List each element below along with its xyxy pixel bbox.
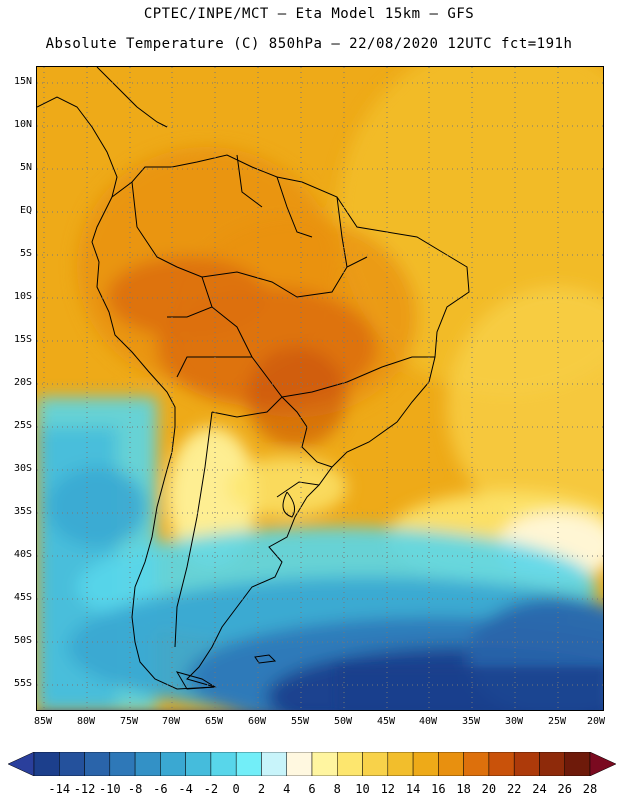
colorbar-swatch (261, 752, 287, 776)
colorbar-tick-label: 28 (582, 782, 598, 796)
colorbar-swatch (539, 752, 565, 776)
lon-label-25w: 25W (547, 716, 567, 727)
colorbar-swatch (513, 752, 540, 776)
lat-label-10s: 10S (13, 291, 32, 302)
lat-label-55s: 55S (13, 678, 32, 689)
lon-label-70w: 70W (161, 716, 181, 727)
colorbar-tick-label: 20 (481, 782, 497, 796)
lat-label-20s: 20S (13, 377, 32, 388)
colorbar-swatch (84, 752, 111, 776)
lon-label-85w: 85W (33, 716, 53, 727)
colorbar-swatch (33, 752, 60, 776)
lon-label-50w: 50W (333, 716, 353, 727)
lon-label-40w: 40W (418, 716, 438, 727)
lon-label-65w: 65W (204, 716, 224, 727)
colorbar-swatch (488, 752, 515, 776)
colorbar-over-arrow (589, 752, 616, 776)
lon-label-35w: 35W (461, 716, 481, 727)
colorbar-tick-label: 26 (557, 782, 572, 796)
colorbar-swatch (185, 752, 212, 776)
colorbar-tick-label: 10 (355, 782, 370, 796)
lon-label-60w: 60W (247, 716, 267, 727)
colorbar-swatch (387, 752, 414, 776)
colorbar-tick-label: -2 (203, 782, 219, 796)
colorbar-tick-label: 8 (333, 782, 341, 796)
colorbar-swatch (362, 752, 389, 776)
colorbar-swatch (311, 752, 338, 776)
colorbar-swatch (564, 752, 591, 776)
colorbar-tick-label: -10 (98, 782, 121, 796)
colorbar-tick-label: -12 (73, 782, 96, 796)
lon-label-80w: 80W (76, 716, 96, 727)
lon-label-75w: 75W (119, 716, 139, 727)
temperature-field (37, 67, 603, 710)
colorbar-swatch (412, 752, 439, 776)
lat-label-10n: 10N (13, 119, 32, 130)
colorbar-tick-label: -14 (48, 782, 71, 796)
colorbar-tick-label: 18 (456, 782, 471, 796)
lon-label-45w: 45W (376, 716, 396, 727)
colorbar-swatch (134, 752, 161, 776)
map-title-line-2: Absolute Temperature (C) 850hPa – 22/08/… (45, 36, 573, 52)
colorbar-swatch (59, 752, 85, 776)
temperature-shading (37, 67, 603, 710)
colorbar-swatch (337, 752, 363, 776)
colorbar-swatch (286, 752, 313, 776)
lat-label-25s: 25S (13, 420, 32, 431)
lat-label-50s: 50S (13, 635, 32, 646)
lon-label-30w: 30W (504, 716, 524, 727)
coastal-shading (337, 667, 603, 710)
lon-label-55w: 55W (290, 716, 310, 727)
map-title-line-1: CPTEC/INPE/MCT – Eta Model 15km – GFS (143, 6, 475, 22)
colorbar-tick-label: -4 (178, 782, 193, 796)
colorbar-tick-label: 2 (257, 782, 266, 796)
colorbar-swatch (438, 752, 464, 776)
lat-label-eq: EQ (19, 205, 32, 216)
colorbar-tick-label: 4 (283, 782, 291, 796)
colorbar-tick-label: 22 (506, 782, 522, 796)
colorbar-tick-label: 12 (380, 782, 396, 796)
lat-label-30s: 30S (13, 463, 32, 474)
lat-label-45s: 45S (13, 592, 32, 603)
colorbar-swatch (235, 752, 262, 776)
colorbar-tick-label: 0 (232, 782, 240, 796)
lat-label-35s: 35S (13, 506, 32, 517)
lat-label-15s: 15S (13, 334, 32, 345)
colorbar-tick-label: 24 (532, 782, 547, 796)
lat-label-15n: 15N (13, 76, 32, 87)
colorbar-under-arrow (8, 752, 35, 776)
lat-label-40s: 40S (13, 549, 32, 560)
temperature-map[interactable] (36, 66, 604, 711)
lat-label-5n: 5N (19, 162, 32, 173)
colorbar-swatch (463, 752, 490, 776)
coastlines (37, 67, 470, 690)
colorbar-tick-label: -8 (127, 782, 143, 796)
colorbar-swatch (109, 752, 136, 776)
colorbar-swatch (210, 752, 237, 776)
colorbar-tick-label: -6 (153, 782, 168, 796)
lat-label-5s: 5S (19, 248, 32, 259)
temperature-colorbar (8, 752, 616, 776)
colorbar-tick-label: 6 (308, 782, 316, 796)
colorbar-swatch (160, 752, 186, 776)
colorbar-tick-label: 16 (431, 782, 446, 796)
colorbar-tick-label: 14 (405, 782, 421, 796)
lon-label-20w: 20W (586, 716, 606, 727)
